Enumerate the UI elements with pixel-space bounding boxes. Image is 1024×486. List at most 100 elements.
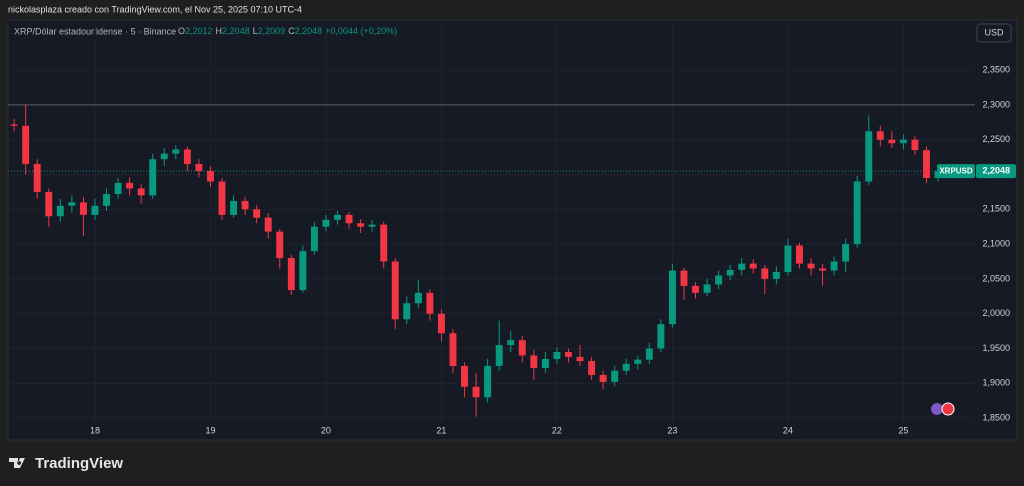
candle-body	[565, 352, 572, 357]
candle-body	[842, 244, 850, 262]
candle-body	[853, 181, 861, 245]
y-tick-label: 2,0000	[982, 308, 1010, 318]
candle-body	[876, 131, 884, 140]
ohlc-key: C	[288, 26, 295, 36]
candle-body	[668, 270, 676, 325]
candle-body	[287, 258, 295, 291]
candle-body	[206, 171, 214, 182]
x-tick-label: 19	[205, 425, 215, 435]
candle-body	[195, 164, 203, 172]
candle-body	[276, 231, 284, 259]
logo	[9, 458, 25, 468]
x-tick-label: 21	[436, 425, 446, 435]
candle-body	[183, 149, 191, 165]
candle-body	[126, 182, 134, 189]
candle-body	[472, 386, 480, 398]
candle-body	[137, 188, 145, 196]
candle-body	[461, 365, 468, 387]
candle-body	[634, 359, 642, 364]
candle-body	[611, 370, 619, 382]
symbol-label: XRPUSD	[939, 166, 973, 175]
y-tick-label: 2,3000	[982, 99, 1010, 109]
candle-body	[264, 217, 272, 232]
candle-body	[414, 292, 422, 304]
candle-body	[218, 181, 226, 215]
price-tag	[976, 164, 1016, 179]
plot-background	[7, 19, 1018, 441]
candle-body	[79, 202, 87, 215]
candle-body	[253, 209, 261, 218]
ohlc-value: 2,2009	[258, 26, 286, 36]
candle-body	[507, 340, 515, 346]
candle-body	[530, 355, 538, 369]
change: +0,0044 (+0,20%)	[325, 26, 397, 36]
candle-body	[622, 363, 630, 371]
candle-body	[391, 261, 399, 320]
brand: TradingView	[35, 455, 123, 472]
candle-body	[22, 125, 30, 165]
candle-body	[599, 374, 607, 382]
x-tick-label: 18	[90, 425, 100, 435]
y-tick-label: 1,9500	[982, 343, 1010, 353]
candle-body	[518, 340, 526, 356]
y-tick-label: 2,0500	[982, 273, 1010, 283]
candle-body	[795, 245, 803, 264]
candle-body	[357, 223, 365, 227]
candle-body	[784, 245, 792, 272]
candle-body	[449, 333, 457, 366]
candle-body	[738, 263, 746, 270]
candle-body	[299, 251, 307, 291]
logo-icon	[9, 458, 25, 468]
candle-body	[923, 150, 930, 178]
candle-body	[749, 263, 757, 269]
candle-body	[680, 270, 688, 286]
candle-body	[56, 205, 64, 217]
y-tick-label: 2,3500	[982, 64, 1010, 74]
ohlc-key: L	[253, 26, 258, 36]
candle-body	[68, 202, 76, 206]
event-icon	[931, 403, 943, 415]
y-tick-label: 2,1500	[982, 204, 1010, 214]
candle-body	[830, 261, 838, 271]
candle-body	[819, 268, 827, 271]
candle-body	[576, 356, 584, 362]
candle-body	[230, 200, 238, 215]
candle-body	[865, 131, 873, 182]
currency-label[interactable]: USD	[984, 27, 1004, 37]
candle-body	[33, 164, 41, 192]
currency-button[interactable]	[976, 23, 1012, 43]
candle-body	[715, 275, 723, 285]
x-tick-label: 20	[321, 425, 331, 435]
candle-body	[91, 205, 99, 215]
ohlc-key: O	[178, 26, 185, 36]
candle-body	[160, 153, 168, 160]
candle-body	[645, 348, 653, 360]
candle-body	[45, 191, 53, 217]
y-tick-label: 2,1000	[982, 238, 1010, 248]
price-label: 2,2048	[982, 166, 1010, 176]
event-icon	[941, 402, 955, 416]
candle-body	[484, 365, 492, 398]
candle-body	[322, 219, 330, 227]
candle-body	[114, 182, 122, 195]
candle-body	[703, 284, 711, 293]
x-tick-label: 22	[552, 425, 562, 435]
candle-body	[310, 226, 318, 252]
candle-body	[241, 200, 249, 210]
candle-body	[368, 224, 376, 227]
ohlc-value: 2,2048	[222, 26, 250, 36]
event-icons	[931, 402, 955, 416]
candle-body	[345, 214, 353, 224]
candle-body	[403, 303, 411, 320]
candle-body	[437, 313, 445, 334]
candle-body	[541, 358, 549, 369]
y-tick-label: 1,8500	[982, 413, 1010, 423]
candle-body	[172, 149, 180, 154]
x-tick-label: 25	[898, 425, 908, 435]
ohlc-value: 2,2012	[185, 26, 213, 36]
candle-body	[807, 263, 815, 269]
y-tick-label: 1,9000	[982, 378, 1010, 388]
candle-body	[426, 292, 434, 314]
